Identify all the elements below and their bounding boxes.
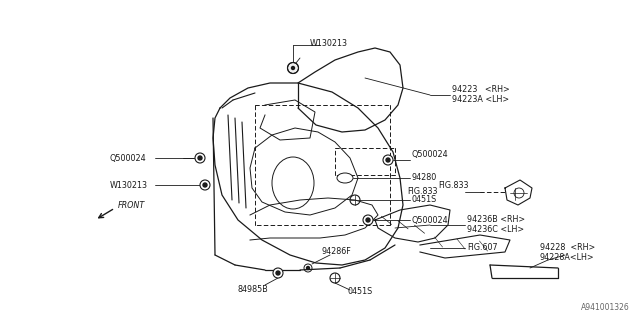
- Text: W130213: W130213: [110, 180, 148, 189]
- Text: 0451S: 0451S: [412, 196, 437, 204]
- Circle shape: [363, 215, 373, 225]
- Circle shape: [307, 267, 310, 269]
- Text: FRONT: FRONT: [118, 201, 145, 210]
- Circle shape: [203, 183, 207, 187]
- Text: 0451S: 0451S: [348, 287, 373, 297]
- Text: FIG.607: FIG.607: [467, 244, 498, 252]
- Text: FIG.833: FIG.833: [408, 188, 438, 196]
- Text: 94236C <LH>: 94236C <LH>: [467, 226, 524, 235]
- Text: 94228  <RH>: 94228 <RH>: [540, 244, 595, 252]
- Circle shape: [200, 180, 210, 190]
- Circle shape: [386, 158, 390, 162]
- Ellipse shape: [337, 173, 353, 183]
- Circle shape: [276, 271, 280, 275]
- Text: 94236B <RH>: 94236B <RH>: [467, 215, 525, 225]
- Text: Q500024: Q500024: [110, 154, 147, 163]
- Circle shape: [287, 62, 298, 74]
- Text: 94223A <LH>: 94223A <LH>: [452, 95, 509, 105]
- Circle shape: [366, 218, 370, 222]
- Circle shape: [195, 153, 205, 163]
- Circle shape: [273, 268, 283, 278]
- Ellipse shape: [272, 157, 314, 209]
- Text: 84985B: 84985B: [238, 285, 269, 294]
- Text: 94286F: 94286F: [322, 247, 352, 257]
- Circle shape: [383, 155, 393, 165]
- Text: Q500024: Q500024: [412, 150, 449, 159]
- Text: A941001326: A941001326: [581, 303, 630, 312]
- Circle shape: [198, 156, 202, 160]
- Text: 94228A<LH>: 94228A<LH>: [540, 253, 595, 262]
- Text: W130213: W130213: [310, 38, 348, 47]
- Text: 94223   <RH>: 94223 <RH>: [452, 85, 509, 94]
- Circle shape: [291, 67, 294, 69]
- Text: 94280: 94280: [412, 173, 437, 182]
- Text: Q500024: Q500024: [412, 215, 449, 225]
- Text: FIG.833: FIG.833: [438, 180, 468, 189]
